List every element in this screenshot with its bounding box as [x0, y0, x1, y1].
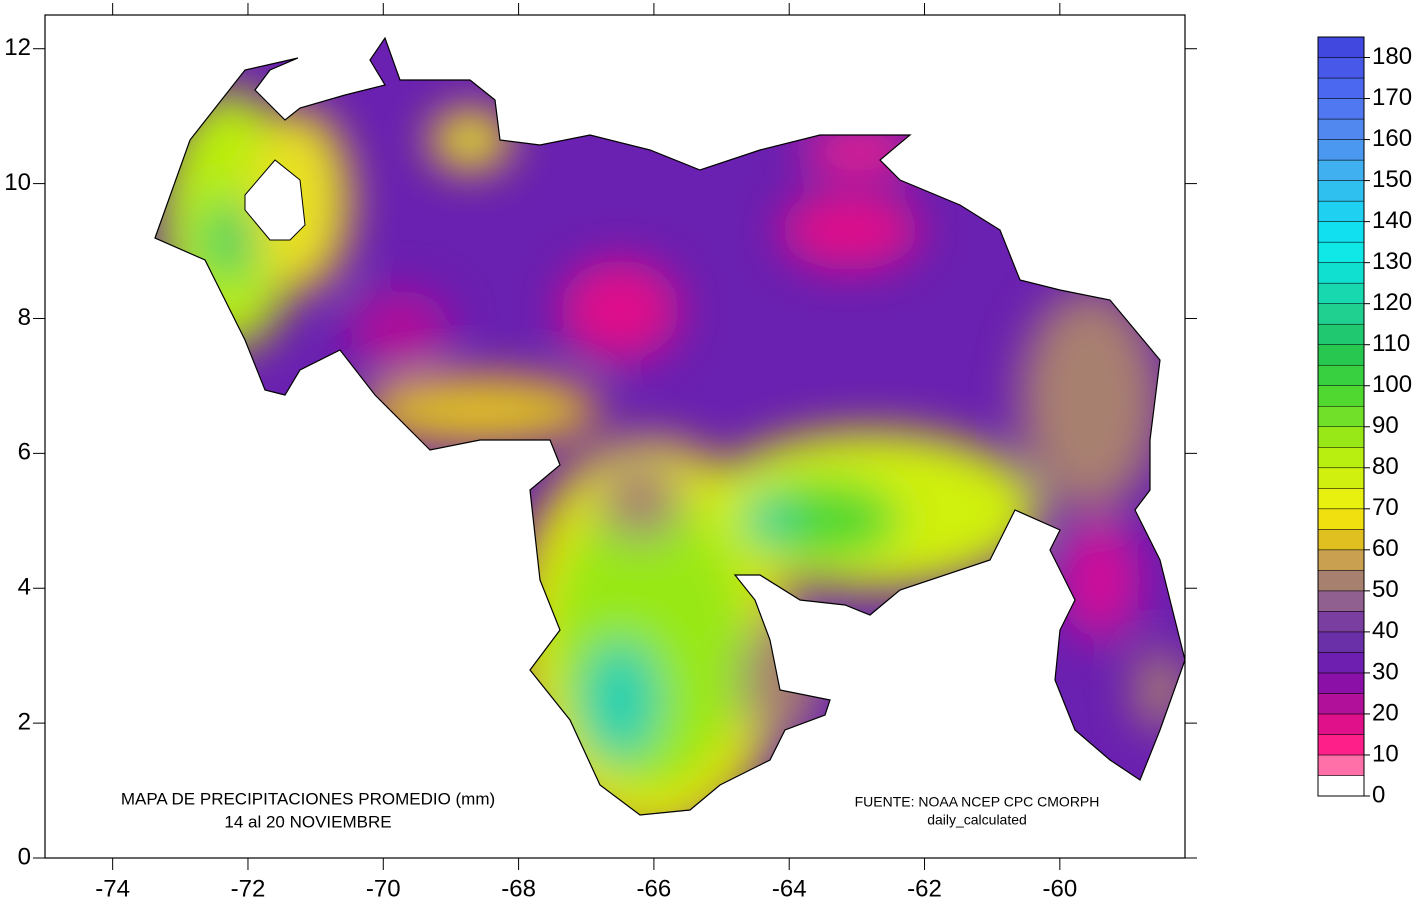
y-tick-label: 6 — [18, 439, 31, 466]
colorbar-label: 60 — [1372, 535, 1399, 562]
source-note: daily_calculated — [927, 812, 1027, 828]
colorbar-label: 180 — [1372, 43, 1412, 70]
colorbar-band — [1317, 631, 1365, 653]
colorbar-band — [1317, 36, 1365, 58]
colorbar-band — [1317, 344, 1365, 366]
colorbar-band — [1317, 447, 1365, 469]
colorbar-band — [1317, 241, 1365, 263]
plot-frame — [44, 14, 1186, 859]
precipitation-field — [155, 38, 1185, 815]
colorbar-band — [1317, 713, 1365, 735]
y-tick-label: 8 — [18, 304, 31, 331]
colorbar-label: 30 — [1372, 658, 1399, 685]
x-tick-label: -66 — [637, 875, 672, 902]
lake — [244, 159, 306, 241]
colorbar-band — [1317, 426, 1365, 448]
colorbar-band — [1317, 364, 1365, 386]
colorbar-band — [1317, 303, 1365, 325]
y-tick-label: 12 — [4, 34, 31, 61]
colorbar-band — [1317, 467, 1365, 489]
colorbar-band — [1317, 529, 1365, 551]
x-tick-label: -70 — [366, 875, 401, 902]
x-tick-label: -68 — [501, 875, 536, 902]
map-subtitle: 14 al 20 NOVIEMBRE — [224, 812, 391, 831]
colorbar-band — [1317, 323, 1365, 345]
colorbar-band — [1317, 385, 1365, 407]
source: FUENTE: NOAA NCEP CPC CMORPH — [855, 794, 1100, 810]
colorbar-band — [1317, 652, 1365, 674]
colorbar-frame — [1317, 36, 1365, 797]
colorbar-label: 100 — [1372, 371, 1412, 398]
x-tick-label: -74 — [95, 875, 130, 902]
colorbar-band — [1317, 262, 1365, 284]
colorbar-band — [1317, 611, 1365, 633]
colorbar-band — [1317, 775, 1365, 797]
colorbar-band — [1317, 139, 1365, 161]
colorbar-label: 150 — [1372, 166, 1412, 193]
colorbar-band — [1317, 405, 1365, 428]
colorbar-band — [1317, 159, 1365, 181]
colorbar-label: 70 — [1372, 494, 1399, 521]
y-tick-label: 0 — [18, 843, 31, 870]
colorbar-band — [1317, 549, 1365, 571]
colorbar-band — [1317, 77, 1365, 99]
colorbar-label: 110 — [1372, 330, 1410, 357]
colorbar-label: 50 — [1372, 576, 1399, 603]
colorbar-band — [1317, 57, 1365, 79]
y-tick-label: 2 — [18, 708, 31, 735]
colorbar-band — [1317, 118, 1365, 140]
y-tick-label: 10 — [4, 169, 31, 196]
colorbar-band — [1317, 508, 1365, 530]
colorbar-band — [1317, 282, 1365, 304]
colorbar-band — [1317, 754, 1365, 776]
colorbar-band — [1317, 672, 1365, 694]
map-title: MAPA DE PRECIPITACIONES PROMEDIO (mm) — [121, 789, 495, 808]
colorbar-band — [1317, 590, 1365, 612]
colorbar-label: 20 — [1372, 699, 1399, 726]
colorbar-band — [1317, 221, 1365, 243]
colorbar-label: 140 — [1372, 207, 1412, 234]
colorbar-label: 120 — [1372, 289, 1412, 316]
x-tick-label: -64 — [772, 875, 807, 902]
x-tick-label: -60 — [1042, 875, 1077, 902]
colorbar-band — [1317, 693, 1365, 715]
x-tick-label: -72 — [231, 875, 266, 902]
colorbar-label: 10 — [1372, 740, 1399, 767]
colorbar-band — [1317, 200, 1365, 222]
colorbar-band — [1317, 180, 1365, 202]
colorbar-label: 0 — [1372, 781, 1385, 808]
y-tick-label: 4 — [18, 574, 31, 601]
colorbar-label: 160 — [1372, 125, 1412, 152]
colorbar-band — [1317, 570, 1365, 592]
colorbar-band — [1317, 734, 1365, 756]
colorbar-band — [1317, 488, 1365, 510]
colorbar-label: 80 — [1372, 453, 1399, 480]
colorbar-label: 130 — [1372, 248, 1412, 275]
colorbar-label: 170 — [1372, 84, 1412, 111]
colorbar-label: 90 — [1372, 412, 1399, 439]
x-tick-label: -62 — [907, 875, 942, 902]
colorbar-band — [1317, 98, 1365, 120]
colorbar-label: 40 — [1372, 617, 1399, 644]
